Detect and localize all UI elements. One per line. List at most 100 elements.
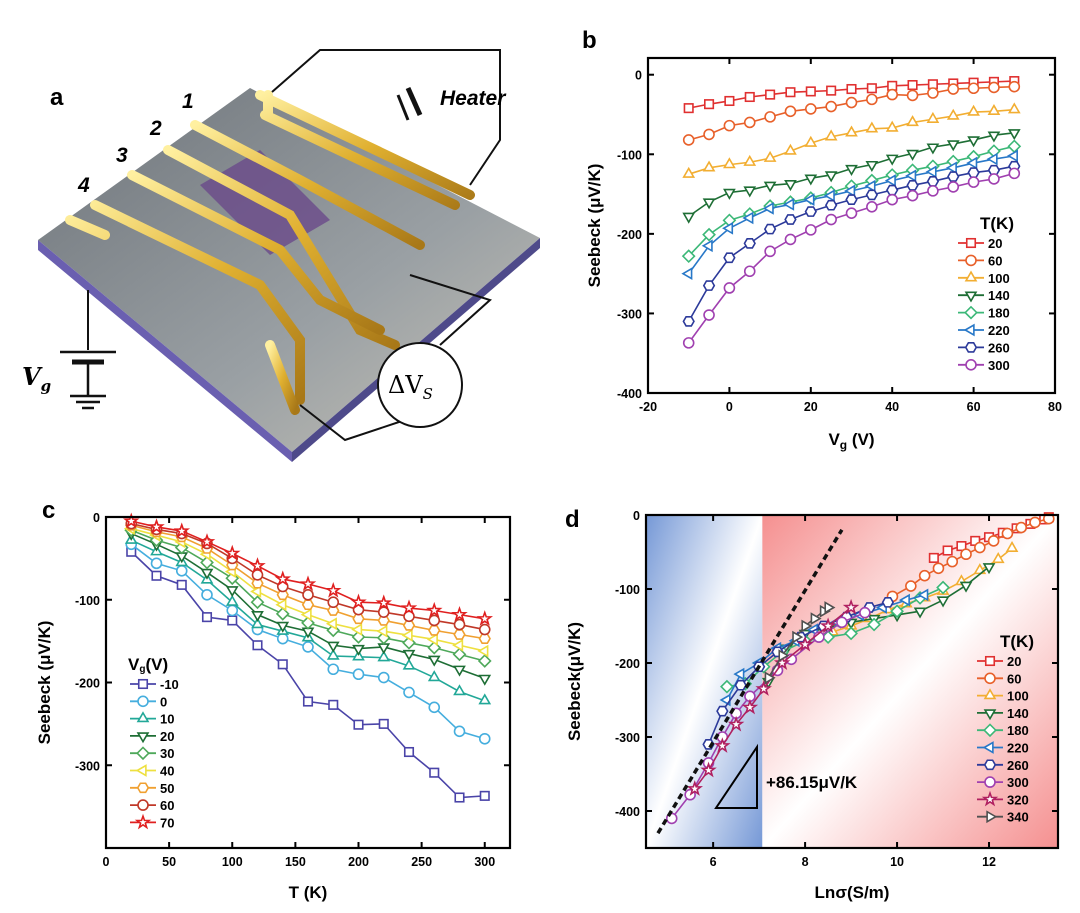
legend-label: 260 [988,340,1010,355]
series-220 [681,149,1018,281]
data-point [947,83,960,95]
data-point [945,161,957,175]
legend-item: 300 [977,775,1029,790]
data-point [250,585,262,598]
data-point [722,221,734,235]
electrode-label-1: 1 [182,90,194,113]
data-point [959,581,973,593]
y-tick-label: -100 [75,594,100,608]
data-point [703,128,715,141]
x-axis-label: Lnσ(S/m) [815,883,890,902]
gate-label: V [22,362,43,391]
data-point [226,604,239,617]
legend-label: 340 [1007,810,1029,825]
data-point [137,678,149,690]
data-point [885,120,899,132]
plot-frame [104,515,512,850]
legend-label: 50 [160,781,174,796]
data-point [881,596,895,608]
data-point [1005,540,1019,552]
legend-item: 220 [977,741,1029,756]
data-point [1007,102,1021,114]
data-point [866,201,878,213]
plot-frame [644,513,1060,850]
data-point [926,111,940,123]
data-point [927,87,939,99]
panel-label-d: d [565,506,580,533]
data-point [763,150,777,162]
data-point [936,580,950,595]
data-point [134,813,152,830]
data-point [906,115,919,127]
data-point [804,174,818,186]
legend-label: 220 [1007,741,1029,756]
data-point [784,214,797,225]
electrode-1 [190,120,425,250]
y-axis-label: Seebeck(μV/K) [565,622,584,741]
legend-item: 50 [130,781,174,796]
data-point [478,633,491,644]
x-tick-label: 80 [1048,400,1062,414]
data-point [765,89,776,100]
electrode-pad [265,340,300,415]
data-point [867,617,881,632]
data-point [956,541,967,552]
data-point [927,185,939,197]
data-point [865,189,879,201]
data-point [137,695,149,708]
data-point [890,604,904,619]
data-point [702,160,716,172]
data-point [796,635,814,652]
data-point [476,610,494,626]
panel-label-c: c [42,497,55,524]
legend-item: 220 [958,323,1010,338]
data-point [328,699,339,710]
data-point [401,628,413,642]
data-point [906,89,919,102]
x-axis-label-rest: (V) [847,430,874,449]
data-point [824,601,836,614]
data-point [477,654,492,668]
wires [87,49,501,442]
x-tick-label: 8 [802,855,809,869]
data-point [886,193,899,206]
x-tick-label: 250 [411,855,432,869]
data-point [682,212,696,224]
data-point [743,116,756,129]
data-point [1008,80,1021,93]
data-point [764,671,776,685]
data-point [1043,512,1055,525]
data-point [275,598,287,612]
x-tick-label: -20 [639,400,657,414]
data-point [824,129,838,141]
data-point [403,686,415,699]
data-point [906,189,919,202]
legend-item: 10 [130,711,174,727]
data-point [225,586,239,598]
data-point [825,213,837,226]
data-point [299,575,317,592]
y-axis-label: Seebeck (μV/K) [35,621,54,745]
x-tick-label: 20 [804,400,818,414]
data-point [810,612,822,625]
data-point [249,557,266,573]
data-point [1001,527,1014,540]
legend-title: Vg(V) [128,655,168,675]
series-300 [682,167,1021,349]
data-point [275,606,290,621]
data-point [702,227,716,242]
data-point [136,732,150,744]
legend-label: 320 [1007,792,1029,807]
data-point [173,522,191,539]
data-point [946,108,960,120]
legend-item: 20 [977,654,1021,669]
data-point [327,596,340,609]
data-point [785,87,796,98]
data-point [453,684,466,696]
data-point [325,617,337,631]
data-point [176,579,187,590]
electrode-2 [163,145,400,350]
legend-item: 70 [130,813,174,830]
legend-title-rest: (V) [145,655,168,674]
y-tick-label: 0 [633,509,640,523]
